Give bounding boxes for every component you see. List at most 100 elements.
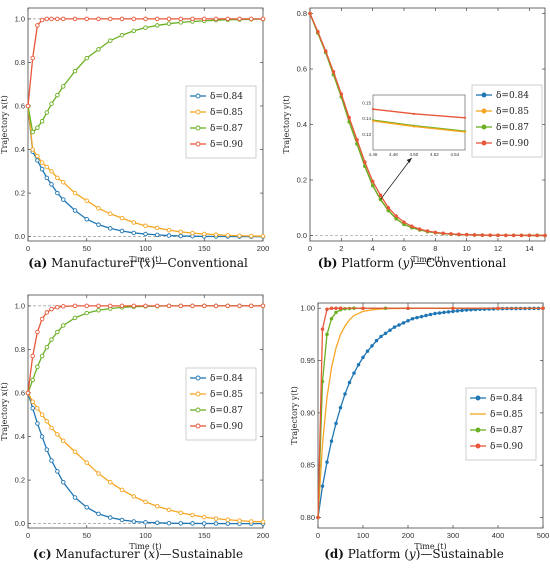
data-point: [410, 224, 414, 229]
data-point: [541, 306, 545, 310]
data-point: [35, 153, 40, 159]
data-point: [178, 303, 183, 309]
data-point: [131, 16, 136, 22]
legend: δ=0.84 δ=0.85 δ=0.87 δ=0.90: [465, 387, 537, 461]
data-point: [397, 323, 401, 327]
data-point: [96, 307, 101, 313]
data-point: [370, 183, 375, 188]
data-point: [39, 353, 45, 359]
data-point: [30, 405, 35, 411]
data-point: [442, 310, 446, 315]
data-point: [190, 303, 195, 309]
data-point: [201, 514, 207, 520]
y-tick-label: 0.8: [297, 9, 307, 18]
data-point: [248, 519, 254, 524]
chart-panel-a: 0 50 100 150 200 0.0 0.2 0.4 0.6 0.8 1.0 Time (t) Tr…: [0, 7, 269, 264]
data-point: [119, 517, 125, 523]
x-tick-label: 4: [371, 244, 375, 253]
data-point: [329, 439, 334, 443]
y-tick-label: 0.2: [15, 189, 25, 198]
data-point: [190, 521, 195, 526]
data-point: [131, 230, 136, 236]
data-point: [343, 392, 347, 396]
data-point: [481, 124, 487, 130]
data-point: [237, 303, 242, 309]
data-point: [260, 303, 266, 309]
x-tick-label: 0: [26, 531, 30, 540]
data-point: [143, 223, 148, 229]
data-point: [260, 519, 266, 525]
data-point: [496, 233, 500, 238]
data-point: [213, 232, 219, 237]
data-point: [433, 311, 437, 316]
data-point: [61, 16, 66, 22]
data-point: [201, 303, 207, 309]
data-point: [213, 516, 219, 521]
data-point: [55, 304, 60, 310]
data-point: [401, 321, 406, 325]
inset-arrow-head: [406, 158, 412, 163]
data-point: [84, 198, 89, 203]
x-tick-label: 50: [83, 531, 91, 540]
data-point: [334, 306, 338, 310]
data-point: [35, 158, 40, 163]
data-point: [237, 518, 242, 523]
inset-y-tick-label: 0.15: [362, 100, 371, 105]
data-point: [225, 303, 230, 309]
legend-label: δ=0.85: [490, 410, 523, 420]
data-point: [451, 306, 455, 310]
data-point: [195, 423, 201, 429]
y-tick-label: 0.95: [300, 356, 315, 365]
x-tick-label: 500: [537, 531, 550, 540]
data-point: [190, 16, 195, 22]
data-point: [195, 93, 201, 99]
x-tick-label: 0: [308, 244, 312, 253]
data-point: [248, 233, 254, 239]
data-point: [131, 303, 136, 309]
data-point: [260, 16, 266, 22]
data-point: [39, 434, 45, 439]
y-tick-label: 0.4: [15, 145, 25, 154]
data-point: [449, 232, 453, 236]
data-point: [55, 329, 60, 335]
data-point: [44, 310, 50, 315]
data-point: [131, 220, 136, 225]
data-point: [72, 315, 78, 321]
legend-label: δ=0.90: [210, 140, 243, 150]
y-axis-label: Trajectory y(t): [290, 386, 299, 445]
x-tick-label: 200: [402, 531, 415, 540]
data-point: [248, 303, 254, 309]
data-point: [61, 304, 66, 309]
data-point: [25, 103, 31, 109]
data-point: [527, 233, 532, 238]
data-point: [84, 460, 89, 465]
x-tick-label: 0: [316, 531, 320, 540]
data-point: [44, 16, 50, 22]
inset-y-tick-label: 0.14: [362, 116, 371, 121]
x-tick-label: 400: [492, 531, 505, 540]
data-point: [406, 306, 410, 310]
data-point: [55, 190, 60, 196]
data-point: [30, 55, 35, 61]
data-point: [35, 405, 40, 411]
data-point: [119, 228, 125, 234]
inset-data-point: [412, 112, 415, 115]
data-point: [472, 233, 477, 237]
data-point: [260, 233, 266, 239]
data-point: [394, 214, 398, 218]
data-point: [392, 325, 397, 329]
data-point: [84, 16, 89, 22]
inset-data-point: [463, 130, 467, 134]
data-point: [119, 16, 125, 22]
data-point: [338, 405, 343, 410]
y-tick-label: 0.6: [15, 101, 25, 110]
data-point: [308, 11, 312, 16]
data-point: [178, 521, 183, 526]
data-point: [96, 222, 101, 227]
data-point: [347, 115, 351, 120]
data-point: [44, 175, 50, 181]
data-point: [464, 308, 469, 312]
data-point: [143, 231, 148, 237]
data-point: [437, 311, 442, 315]
data-point: [119, 303, 125, 309]
